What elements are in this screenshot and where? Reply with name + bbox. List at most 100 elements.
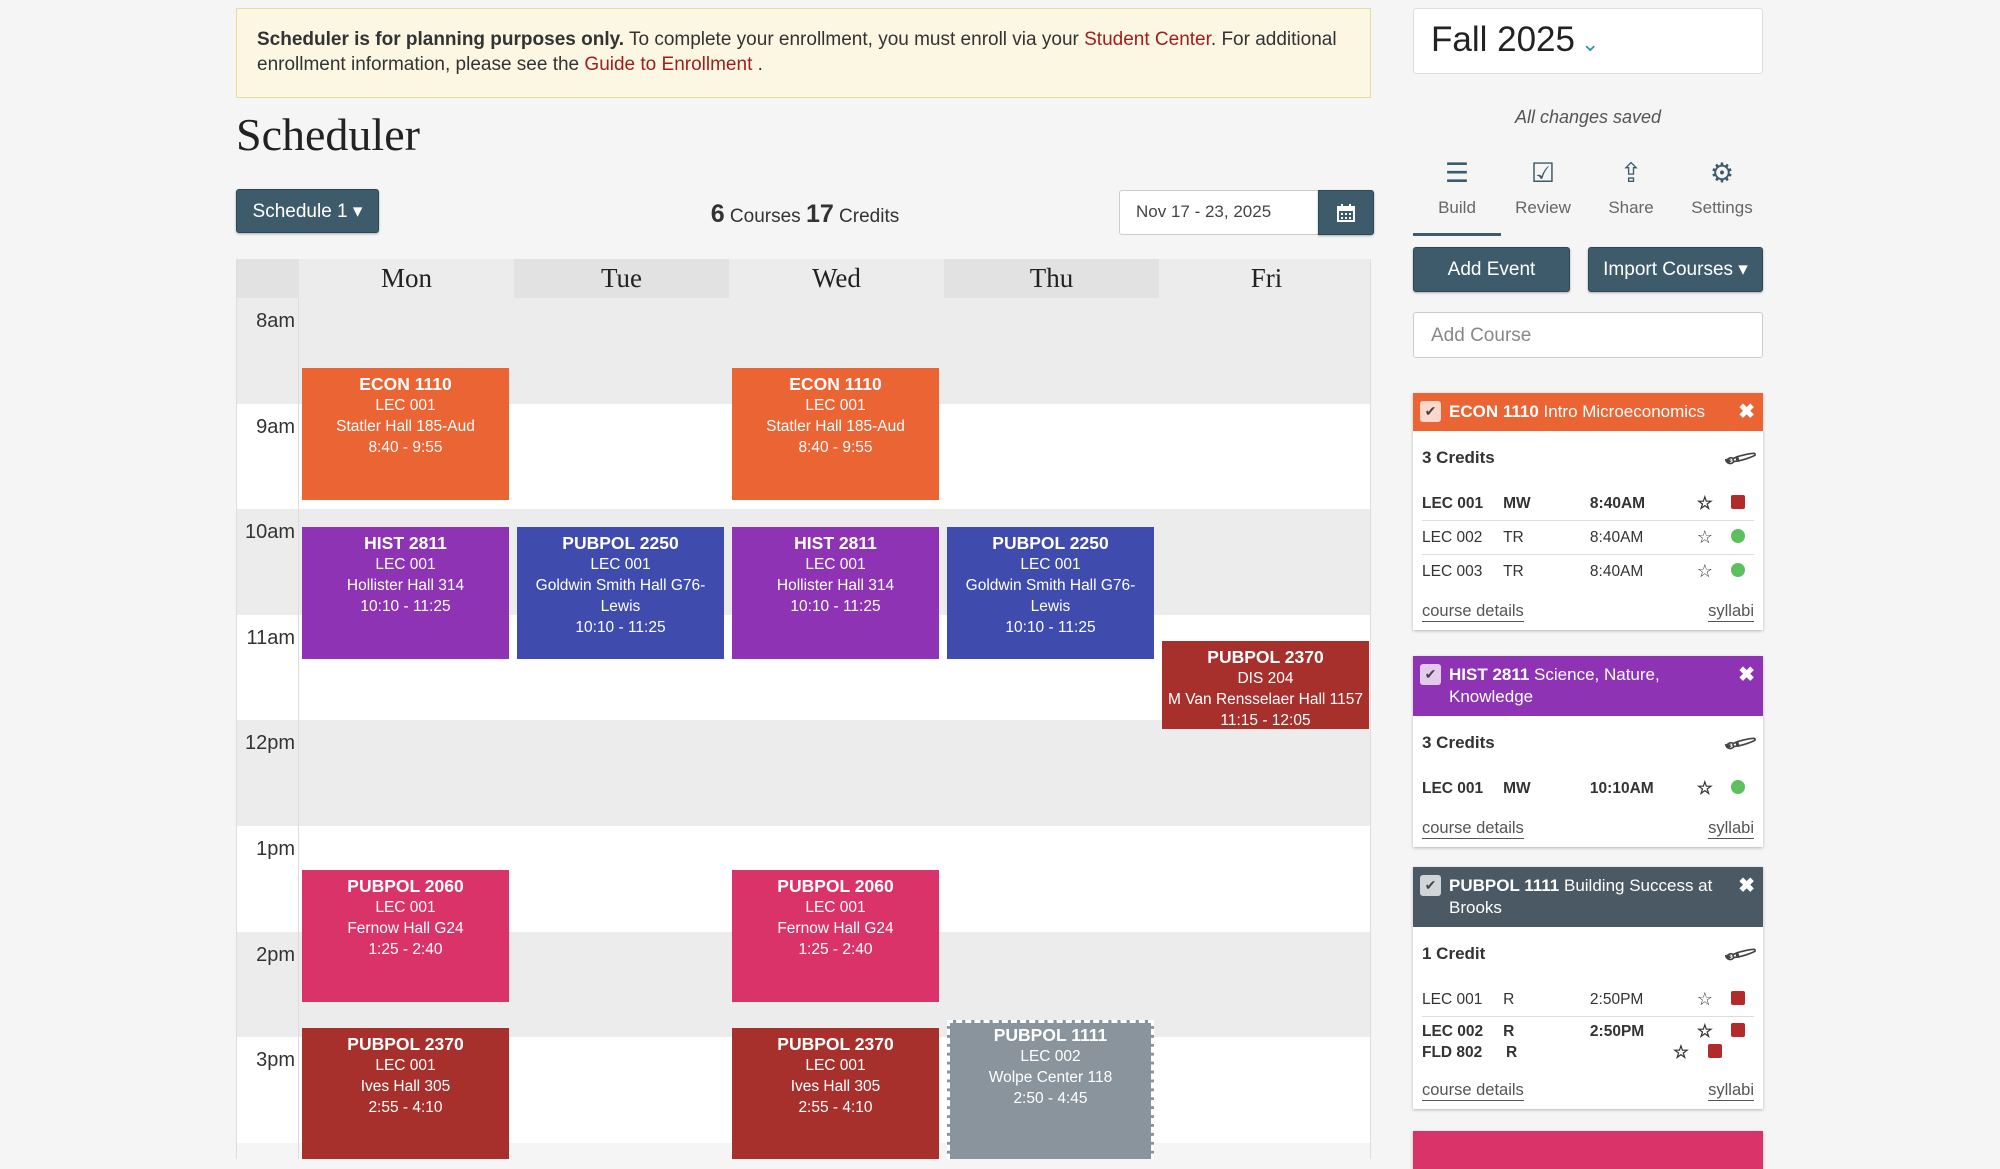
section-days: TR [1503,562,1524,580]
day-header: Fri [1159,259,1370,298]
star-icon[interactable]: ☆ [1672,1042,1690,1062]
course-details-link[interactable]: course details [1422,819,1524,839]
section-row[interactable]: FLD 802 R ☆ [1422,1042,1754,1063]
tab-settings[interactable]: ⚙ Settings [1678,158,1766,218]
section-group[interactable]: LEC 002 R 2:50PM ☆ FLD 802 R ☆ [1422,1017,1754,1067]
section-group[interactable]: LEC 001 MW 10:10AM ☆ [1422,772,1754,805]
course-card-body: 3 Credits 🖌 LEC 001 MW 8:40AM ☆ LEC 002 TR 8:40A… [1413,431,1763,630]
event-time: 8:40 - 9:55 [368,439,443,457]
section-row[interactable]: LEC 003 TR 8:40AM ☆ [1422,559,1754,584]
credits-row: 3 Credits 🖌 [1422,725,1759,761]
paintbrush-icon[interactable]: 🖌 [1721,724,1759,761]
star-icon[interactable]: ☆ [1696,527,1713,547]
course-code: ECON 1110 [1449,402,1539,421]
section-row[interactable]: LEC 002 R 2:50PM ☆ [1422,1021,1754,1042]
remove-course-icon[interactable]: ✖ [1738,875,1755,897]
event-section: LEC 001 [375,899,436,916]
event-location: Ives Hall 305 [360,1078,451,1096]
section-time: 2:50PM [1589,990,1644,1008]
guide-to-enrollment-link[interactable]: Guide to Enrollment [584,54,753,75]
event-section: LEC 001 [375,397,436,415]
section-row[interactable]: LEC 002 TR 8:40AM ☆ [1422,525,1754,550]
section-row[interactable]: LEC 001 MW 10:10AM ☆ [1422,776,1754,801]
syllabi-link[interactable]: syllabi [1708,819,1754,839]
paintbrush-icon[interactable]: 🖌 [1721,439,1759,476]
day-header: Thu [944,259,1159,298]
calendar-button[interactable] [1318,190,1374,235]
course-checkbox[interactable]: ✔ [1420,664,1441,685]
hour-label: 11am [246,626,295,649]
event-location: M Van Rensselaer Hall 1157 [1168,691,1363,709]
calendar-event[interactable]: PUBPOL 2250 LEC 001 Goldwin Smith Hall G76… [517,526,724,659]
add-event-button[interactable]: Add Event [1413,247,1570,292]
course-checkbox[interactable]: ✔ [1420,401,1441,422]
hour-row [237,720,1370,827]
section-id: LEC 001 [1422,494,1484,512]
course-card: ✔ PUBPOL 1111 Building Success at Brooks ✖… [1413,867,1763,1109]
event-section: DIS 204 [1237,670,1294,688]
time-column-divider [298,259,299,1159]
term-selector[interactable]: Fall 2025 ⌄ [1413,8,1763,74]
day-header: Mon [299,259,514,298]
course-card: ✔ HIST 2811 Science, Nature, Knowledge ✖ 3 … [1413,656,1763,847]
calendar-event[interactable]: PUBPOL 2370 LEC 001 Ives Hall 305 2:55 - 4:… [732,1028,939,1159]
paintbrush-icon[interactable]: 🖌 [1721,935,1759,972]
credits-label: Credits [833,206,900,227]
event-time: 2:55 - 4:10 [368,1099,443,1117]
add-course-input[interactable]: Add Course [1413,312,1763,358]
event-code: PUBPOL 1111 [993,1024,1108,1045]
star-icon[interactable]: ☆ [1696,778,1713,798]
event-location: Statler Hall 185-Aud [336,418,475,436]
student-center-link[interactable]: Student Center [1084,29,1211,50]
star-icon[interactable]: ☆ [1696,1021,1713,1041]
course-details-link[interactable]: course details [1422,602,1524,622]
calendar-event[interactable]: PUBPOL 2370 LEC 001 Ives Hall 305 2:55 - 4:… [302,1028,509,1159]
status-indicator [1721,527,1754,548]
calendar-event[interactable]: PUBPOL 2060 LEC 001 Fernow Hall G24 1:25 - … [302,870,509,1002]
section-days: TR [1503,528,1524,546]
star-icon[interactable]: ☆ [1696,561,1713,581]
section-group[interactable]: LEC 003 TR 8:40AM ☆ [1422,555,1754,588]
syllabi-link[interactable]: syllabi [1708,602,1754,622]
section-group[interactable]: LEC 002 TR 8:40AM ☆ [1422,521,1754,555]
import-courses-button[interactable]: Import Courses ▾ [1588,247,1763,292]
course-checkbox[interactable]: ✔ [1420,875,1441,896]
calendar-event[interactable]: PUBPOL 2250 LEC 001 Goldwin Smith Hall G76… [947,526,1154,659]
tab-review[interactable]: ☑ Review [1499,158,1587,218]
hour-label: 10am [244,521,295,544]
closed-status-icon [1730,991,1745,1005]
section-group[interactable]: LEC 001 MW 8:40AM ☆ [1422,487,1754,521]
calendar-event[interactable]: PUBPOL 2060 LEC 001 Fernow Hall G24 1:25 - … [732,870,939,1002]
event-section: LEC 001 [590,555,651,573]
event-code: HIST 2811 [794,532,877,553]
tab-build[interactable]: ☰ Build [1413,158,1501,218]
date-range-input[interactable]: Nov 17 - 23, 2025 [1119,190,1319,235]
hour-label: 12pm [244,732,295,755]
tab-share[interactable]: ⇪ Share [1587,158,1675,218]
hour-label: 3pm [256,1049,295,1072]
syllabi-link[interactable]: syllabi [1708,1081,1754,1101]
calendar-event[interactable]: HIST 2811 LEC 001 Hollister Hall 314 10:10 … [732,526,939,659]
calendar-event[interactable]: ECON 1110 LEC 001 Statler Hall 185-Aud 8:40… [302,368,509,501]
gear-icon: ⚙ [1709,158,1735,188]
event-code: ECON 1110 [359,374,452,395]
event-time: 10:10 - 11:25 [360,597,451,615]
calendar-event[interactable]: PUBPOL 2370 DIS 204 M Van Rensselaer Hall … [1162,641,1369,730]
course-details-link[interactable]: course details [1422,1081,1524,1101]
calendar-event[interactable]: PUBPOL 1111 LEC 002 Wolpe Center 118 2:50 -… [947,1019,1154,1159]
remove-course-icon[interactable]: ✖ [1738,664,1755,686]
star-icon[interactable]: ☆ [1696,493,1713,513]
section-group[interactable]: LEC 001 R 2:50PM ☆ [1422,983,1754,1017]
tab-label: Build [1438,198,1476,217]
remove-course-icon[interactable]: ✖ [1738,401,1755,423]
calendar-event[interactable]: HIST 2811 LEC 001 Hollister Hall 314 10:10 … [302,526,509,659]
section-time: 8:40AM [1589,494,1646,512]
schedule-select-button[interactable]: Schedule 1 ▾ [236,189,379,233]
calendar-event[interactable]: ECON 1110 LEC 001 Statler Hall 185-Aud 8:40… [732,368,939,501]
status-indicator [1721,561,1754,582]
star-icon[interactable]: ☆ [1696,989,1713,1009]
card-links: course details syllabi [1422,819,1754,839]
section-row[interactable]: LEC 001 R 2:50PM ☆ [1422,987,1754,1012]
event-time: 1:25 - 2:40 [368,941,443,958]
section-row[interactable]: LEC 001 MW 8:40AM ☆ [1422,491,1754,516]
